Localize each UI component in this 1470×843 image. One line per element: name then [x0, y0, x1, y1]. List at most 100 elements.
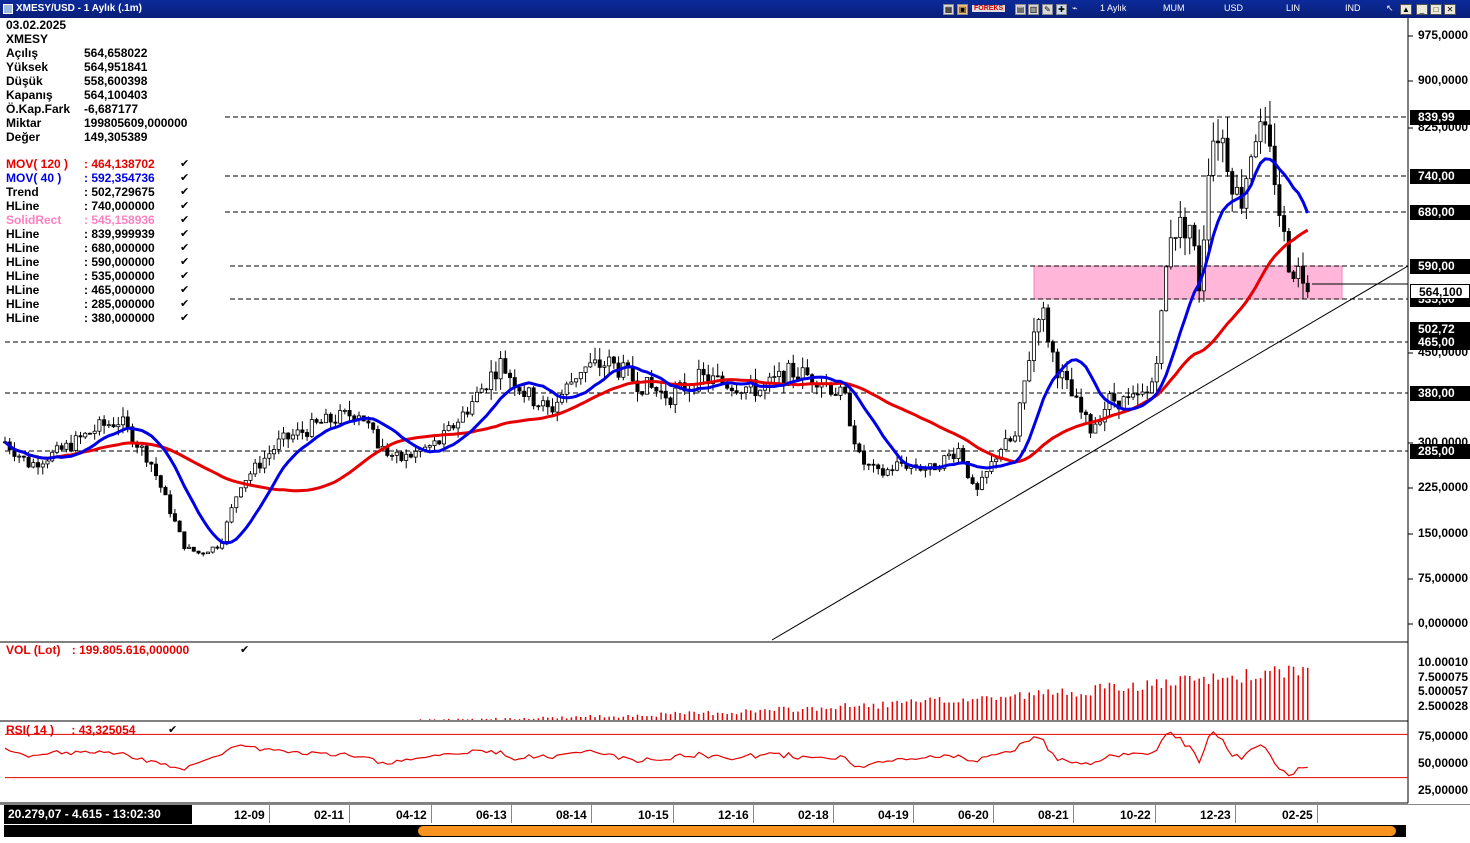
candle-body — [78, 435, 83, 438]
indicator-check-icon[interactable]: ✔ — [180, 312, 190, 324]
indicator-row[interactable]: HLine: 680,000000 — [6, 241, 206, 255]
trend-line[interactable] — [771, 265, 1409, 641]
pencil-icon[interactable]: ✎ — [1042, 4, 1053, 15]
candle-body — [97, 419, 102, 432]
candle-body — [1008, 438, 1013, 442]
candle-body — [276, 438, 281, 450]
date-axis-label: 10-15 — [638, 808, 669, 822]
crosshair-icon[interactable]: ✚ — [1056, 4, 1067, 15]
date-axis-label: 12-23 — [1200, 808, 1231, 822]
chart-icon[interactable]: ▦ — [943, 4, 954, 15]
indicator-row[interactable]: SolidRect: 545,158936 — [6, 213, 206, 227]
candle-body — [852, 425, 857, 445]
close-button[interactable]: ✕ — [1444, 4, 1456, 15]
scroll-up-icon[interactable]: ▲ — [1400, 4, 1412, 15]
candle-body — [404, 453, 409, 461]
candle-body — [956, 448, 961, 459]
indicator-row[interactable]: MOV( 40 ): 592,354736 — [6, 171, 206, 185]
indicator-row[interactable]: HLine: 285,000000 — [6, 297, 206, 311]
info-field-label: Yüksek — [6, 60, 49, 74]
scrollbar-thumb[interactable] — [418, 826, 1396, 836]
candle-body — [484, 388, 489, 391]
hline-label: 465,00 — [1410, 335, 1470, 350]
indicator-value: : 465,000000 — [84, 283, 155, 297]
indicator-row[interactable]: HLine: 839,999939 — [6, 227, 206, 241]
period-select[interactable]: 1 Aylık — [1100, 3, 1127, 13]
indicator-check-icon[interactable]: ✔ — [180, 200, 190, 212]
volume-tick-label: 7.500075 — [1418, 670, 1469, 684]
indicator-row[interactable]: HLine: 535,000000 — [6, 269, 206, 283]
rsi-check-icon[interactable]: ✔ — [168, 724, 178, 736]
candle-body — [541, 400, 546, 407]
indicator-check-icon[interactable]: ✔ — [180, 172, 190, 184]
volume-check-icon[interactable]: ✔ — [240, 644, 250, 656]
candle-body — [1187, 224, 1192, 239]
indicator-check-icon[interactable]: ✔ — [180, 186, 190, 198]
date-axis-label: 04-19 — [878, 808, 909, 822]
maximize-button[interactable]: □ — [1430, 4, 1442, 15]
candle-body — [305, 432, 310, 437]
indicator-check-icon[interactable]: ✔ — [180, 214, 190, 226]
line-icon[interactable]: ⌁ — [1072, 3, 1078, 13]
candle-body — [1220, 137, 1225, 144]
solid-rect-zone[interactable] — [1033, 265, 1343, 300]
candle-body — [857, 443, 862, 453]
candle-body — [83, 432, 88, 438]
chart-type-select[interactable]: MUM — [1163, 3, 1185, 13]
indicator-row[interactable]: HLine: 380,000000 — [6, 311, 206, 325]
scale-select[interactable]: LIN — [1286, 3, 1301, 13]
candle-body — [597, 359, 602, 368]
currency-select[interactable]: USD — [1224, 3, 1244, 13]
candle-body — [1211, 140, 1216, 176]
indicator-check-icon[interactable]: ✔ — [180, 158, 190, 170]
horizontal-scrollbar[interactable] — [4, 825, 1406, 837]
indicator-row[interactable]: MOV( 120 ): 464,138702 — [6, 157, 206, 171]
price-tick-label: 225,0000 — [1418, 480, 1469, 494]
lock-icon[interactable]: ▣ — [957, 4, 968, 15]
grid-icon[interactable]: ▤ — [1015, 4, 1026, 15]
candle-body — [286, 432, 291, 440]
candle-body — [838, 386, 843, 396]
candle-body — [640, 391, 645, 395]
indicator-name: HLine — [6, 283, 40, 297]
indicator-check-icon[interactable]: ✔ — [180, 228, 190, 240]
candle-body — [314, 419, 319, 423]
window-system-icon[interactable] — [3, 4, 13, 14]
date-separator — [591, 805, 592, 823]
candle-body — [427, 445, 432, 448]
window-title: XMESY/USD - 1 Aylık (.1m) — [16, 3, 142, 14]
indicator-check-icon[interactable]: ✔ — [180, 284, 190, 296]
indicator-select[interactable]: IND — [1345, 3, 1361, 13]
candle-body — [64, 442, 69, 450]
price-tick-label: 0,000000 — [1418, 616, 1469, 630]
candle-body — [413, 450, 418, 458]
indicator-row[interactable]: Trend: 502,729675 — [6, 185, 206, 199]
candle-body — [163, 486, 168, 496]
candle-body — [942, 455, 947, 469]
indicator-check-icon[interactable]: ✔ — [180, 242, 190, 254]
candle-body — [31, 462, 36, 468]
hline-label: 740,00 — [1410, 169, 1470, 184]
info-field-row: Yüksek 564,951841 — [6, 60, 226, 74]
indicator-name: HLine — [6, 255, 40, 269]
cursor-icon[interactable]: ↖ — [1386, 3, 1394, 13]
indicator-check-icon[interactable]: ✔ — [180, 270, 190, 282]
info-field-value: 199805609,000000 — [84, 116, 188, 130]
volume-header: VOL (Lot) : 199.805.616,000000 — [6, 643, 189, 657]
candle-body — [654, 387, 659, 392]
minimize-button[interactable]: _ — [1416, 4, 1428, 15]
indicator-value: : 680,000000 — [84, 241, 155, 255]
indicator-row[interactable]: HLine : 465,000000 — [6, 283, 206, 297]
candle-body — [880, 468, 885, 476]
candle-body — [121, 416, 126, 426]
table-icon[interactable]: ▥ — [1028, 4, 1039, 15]
indicator-row[interactable]: HLine: 590,000000 — [6, 255, 206, 269]
indicator-check-icon[interactable]: ✔ — [180, 256, 190, 268]
indicator-row[interactable]: HLine: 740,000000 — [6, 199, 206, 213]
candle-body — [550, 406, 555, 413]
indicator-check-icon[interactable]: ✔ — [180, 298, 190, 310]
info-field-label: Düşük — [6, 74, 43, 88]
candle-body — [663, 390, 668, 399]
date-axis-label: 02-18 — [798, 808, 829, 822]
